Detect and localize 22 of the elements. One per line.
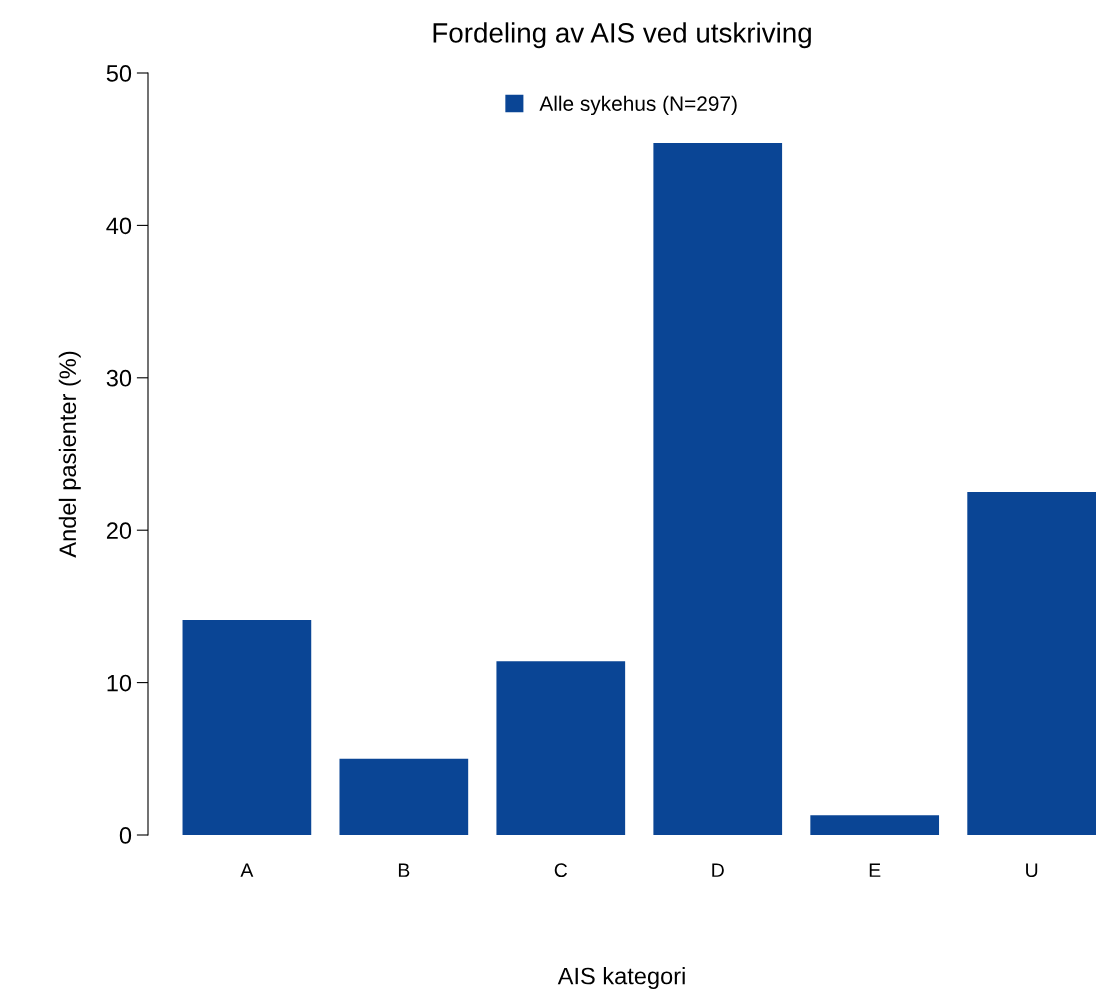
bar — [967, 492, 1096, 835]
chart-title: Fordeling av AIS ved utskriving — [433, 22, 811, 49]
y-tick-label: 30 — [106, 369, 132, 387]
y-tick-label: 20 — [106, 522, 132, 539]
x-tick-label: D — [712, 863, 724, 877]
x-axis-title: AIS kategori — [557, 967, 685, 990]
x-tick-label: C — [554, 863, 568, 878]
x-tick-label: E — [869, 863, 881, 877]
legend-label: Alle sykehus (N=297) — [539, 95, 737, 116]
bar — [810, 815, 940, 835]
y-tick-label: 10 — [107, 674, 132, 692]
y-tick-label: 50 — [106, 65, 132, 82]
y-tick-label: 40 — [106, 217, 132, 235]
x-tick-label: A — [240, 863, 254, 877]
bar — [182, 620, 312, 835]
x-tick-label: B — [398, 863, 410, 877]
x-tick-label: U — [1026, 863, 1038, 878]
bar — [496, 661, 626, 835]
y-axis-title: Andel pasienter (%) — [58, 351, 81, 558]
y-tick-label: 0 — [119, 827, 132, 844]
bar — [339, 758, 469, 835]
bar — [653, 143, 783, 835]
